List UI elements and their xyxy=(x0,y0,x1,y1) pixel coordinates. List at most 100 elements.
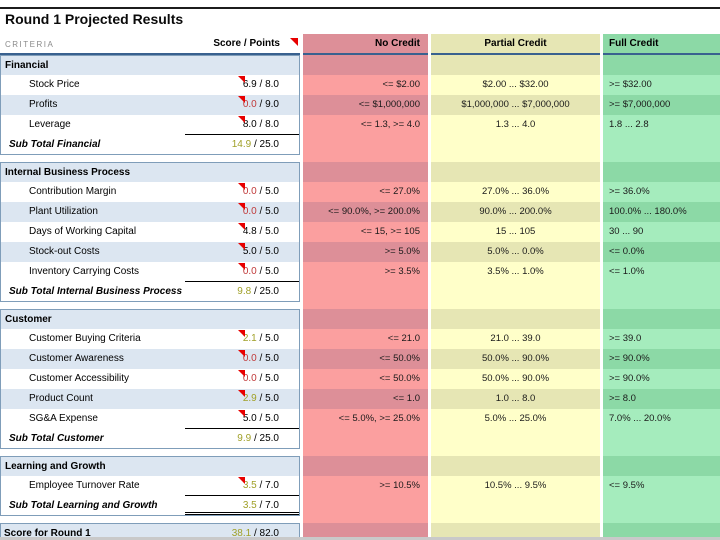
no-credit-cell xyxy=(303,162,428,182)
partial-credit-cell: 1.0 ... 8.0 xyxy=(431,389,600,409)
full-credit-column-header: Full Credit xyxy=(603,34,720,55)
no-credit-cell: <= 5.0%, >= 25.0% xyxy=(303,409,428,429)
section-gap-row xyxy=(0,302,720,309)
score-cell: 9.8 / 25.0 xyxy=(185,282,299,301)
comment-marker-icon[interactable] xyxy=(238,203,245,210)
comment-marker-icon[interactable] xyxy=(238,76,245,83)
full-credit-cell xyxy=(603,449,720,456)
row-label: Sub Total Financial xyxy=(9,139,101,150)
no-credit-cell: >= 10.5% xyxy=(303,476,428,496)
row-left: Contribution Margin 0.0 / 5.0 xyxy=(0,182,300,202)
column-gap xyxy=(300,242,303,262)
no-credit-cell: <= $2.00 xyxy=(303,75,428,95)
row-label: Product Count xyxy=(29,393,93,404)
column-gap xyxy=(600,429,603,449)
column-gap xyxy=(428,115,431,135)
row-left xyxy=(0,449,300,456)
comment-marker-icon[interactable] xyxy=(238,390,245,397)
no-credit-cell xyxy=(303,449,428,456)
criteria-row: Profits 0.0 / 9.0 <= $1,000,000 $1,000,000 … xyxy=(0,95,720,115)
comment-marker-icon[interactable] xyxy=(238,477,245,484)
full-credit-cell xyxy=(603,523,720,540)
no-credit-cell xyxy=(303,496,428,516)
section-title: Financial xyxy=(5,60,49,71)
no-credit-cell xyxy=(303,282,428,302)
no-credit-cell: <= $1,000,000 xyxy=(303,95,428,115)
partial-credit-cell xyxy=(431,496,600,516)
row-left: Financial xyxy=(0,55,300,75)
row-left: Customer Accessibility 0.0 / 5.0 xyxy=(0,369,300,389)
column-gap xyxy=(600,282,603,302)
column-gap xyxy=(428,282,431,302)
full-credit-cell xyxy=(603,282,720,302)
score-cell: 8.0 / 8.0 xyxy=(185,115,299,135)
column-gap xyxy=(600,449,603,456)
partial-credit-cell: 27.0% ... 36.0% xyxy=(431,182,600,202)
column-gap xyxy=(300,115,303,135)
no-credit-cell xyxy=(303,429,428,449)
column-gap xyxy=(300,389,303,409)
full-credit-cell: >= 8.0 xyxy=(603,389,720,409)
column-gap xyxy=(600,496,603,516)
partial-credit-column-header: Partial Credit xyxy=(431,34,600,55)
score-value: 38.1 xyxy=(231,528,252,539)
full-credit-cell xyxy=(603,162,720,182)
comment-marker-icon[interactable] xyxy=(238,183,245,190)
score-value: 5.0 xyxy=(242,246,257,257)
criteria-row: Leverage 8.0 / 8.0 <= 1.3, >= 4.0 1.3 ... 4… xyxy=(0,115,720,135)
partial-credit-cell xyxy=(431,456,600,476)
full-credit-cell: <= 1.0% xyxy=(603,262,720,282)
column-gap xyxy=(428,409,431,429)
comment-marker-icon[interactable] xyxy=(290,38,298,46)
column-gap xyxy=(300,309,303,329)
column-gap xyxy=(600,309,603,329)
score-cell: 3.5 / 7.0 xyxy=(185,496,299,515)
score-value: 9.9 xyxy=(237,433,252,444)
comment-marker-icon[interactable] xyxy=(238,243,245,250)
score-cell: 6.9 / 8.0 xyxy=(185,75,299,95)
score-value: 0.0 xyxy=(242,206,257,217)
partial-credit-cell: 10.5% ... 9.5% xyxy=(431,476,600,496)
row-left: Score for Round 1 38.1 / 82.0 xyxy=(0,523,300,540)
no-credit-cell: <= 1.0 xyxy=(303,389,428,409)
score-value: 9.8 xyxy=(237,286,252,297)
row-left: Employee Turnover Rate 3.5 / 7.0 xyxy=(0,476,300,496)
comment-marker-icon[interactable] xyxy=(238,330,245,337)
full-credit-cell: >= 90.0% xyxy=(603,369,720,389)
partial-credit-cell xyxy=(431,516,600,523)
row-label: SG&A Expense xyxy=(29,413,98,424)
score-cell: 38.1 / 82.0 xyxy=(185,524,299,540)
partial-credit-cell xyxy=(431,523,600,540)
section-header-row: Financial xyxy=(0,55,720,75)
partial-credit-cell xyxy=(431,282,600,302)
criteria-row: Customer Buying Criteria 2.1 / 5.0 <= 21.0… xyxy=(0,329,720,349)
full-credit-cell: >= $7,000,000 xyxy=(603,95,720,115)
row-label: Leverage xyxy=(29,119,71,130)
column-gap xyxy=(300,302,303,309)
row-label: Customer Awareness xyxy=(29,353,124,364)
column-gap xyxy=(600,456,603,476)
column-gap xyxy=(600,162,603,182)
no-credit-cell xyxy=(303,55,428,75)
score-value: 0.0 xyxy=(242,373,257,384)
score-max: / 7.0 xyxy=(256,480,279,491)
column-gap xyxy=(428,369,431,389)
score-max: / 7.0 xyxy=(256,500,279,511)
top-divider xyxy=(0,7,720,9)
comment-marker-icon[interactable] xyxy=(238,410,245,417)
column-gap xyxy=(600,155,603,162)
row-label: Inventory Carrying Costs xyxy=(29,266,140,277)
comment-marker-icon[interactable] xyxy=(238,223,245,230)
no-credit-cell: <= 1.3, >= 4.0 xyxy=(303,115,428,135)
comment-marker-icon[interactable] xyxy=(238,370,245,377)
comment-marker-icon[interactable] xyxy=(238,350,245,357)
partial-credit-cell: 5.0% ... 25.0% xyxy=(431,409,600,429)
comment-marker-icon[interactable] xyxy=(238,96,245,103)
comment-marker-icon[interactable] xyxy=(238,116,245,123)
column-gap xyxy=(300,329,303,349)
criteria-row: Customer Awareness 0.0 / 5.0 <= 50.0% 50.0%… xyxy=(0,349,720,369)
column-gap xyxy=(300,155,303,162)
comment-marker-icon[interactable] xyxy=(238,263,245,270)
row-label: Employee Turnover Rate xyxy=(29,480,140,491)
